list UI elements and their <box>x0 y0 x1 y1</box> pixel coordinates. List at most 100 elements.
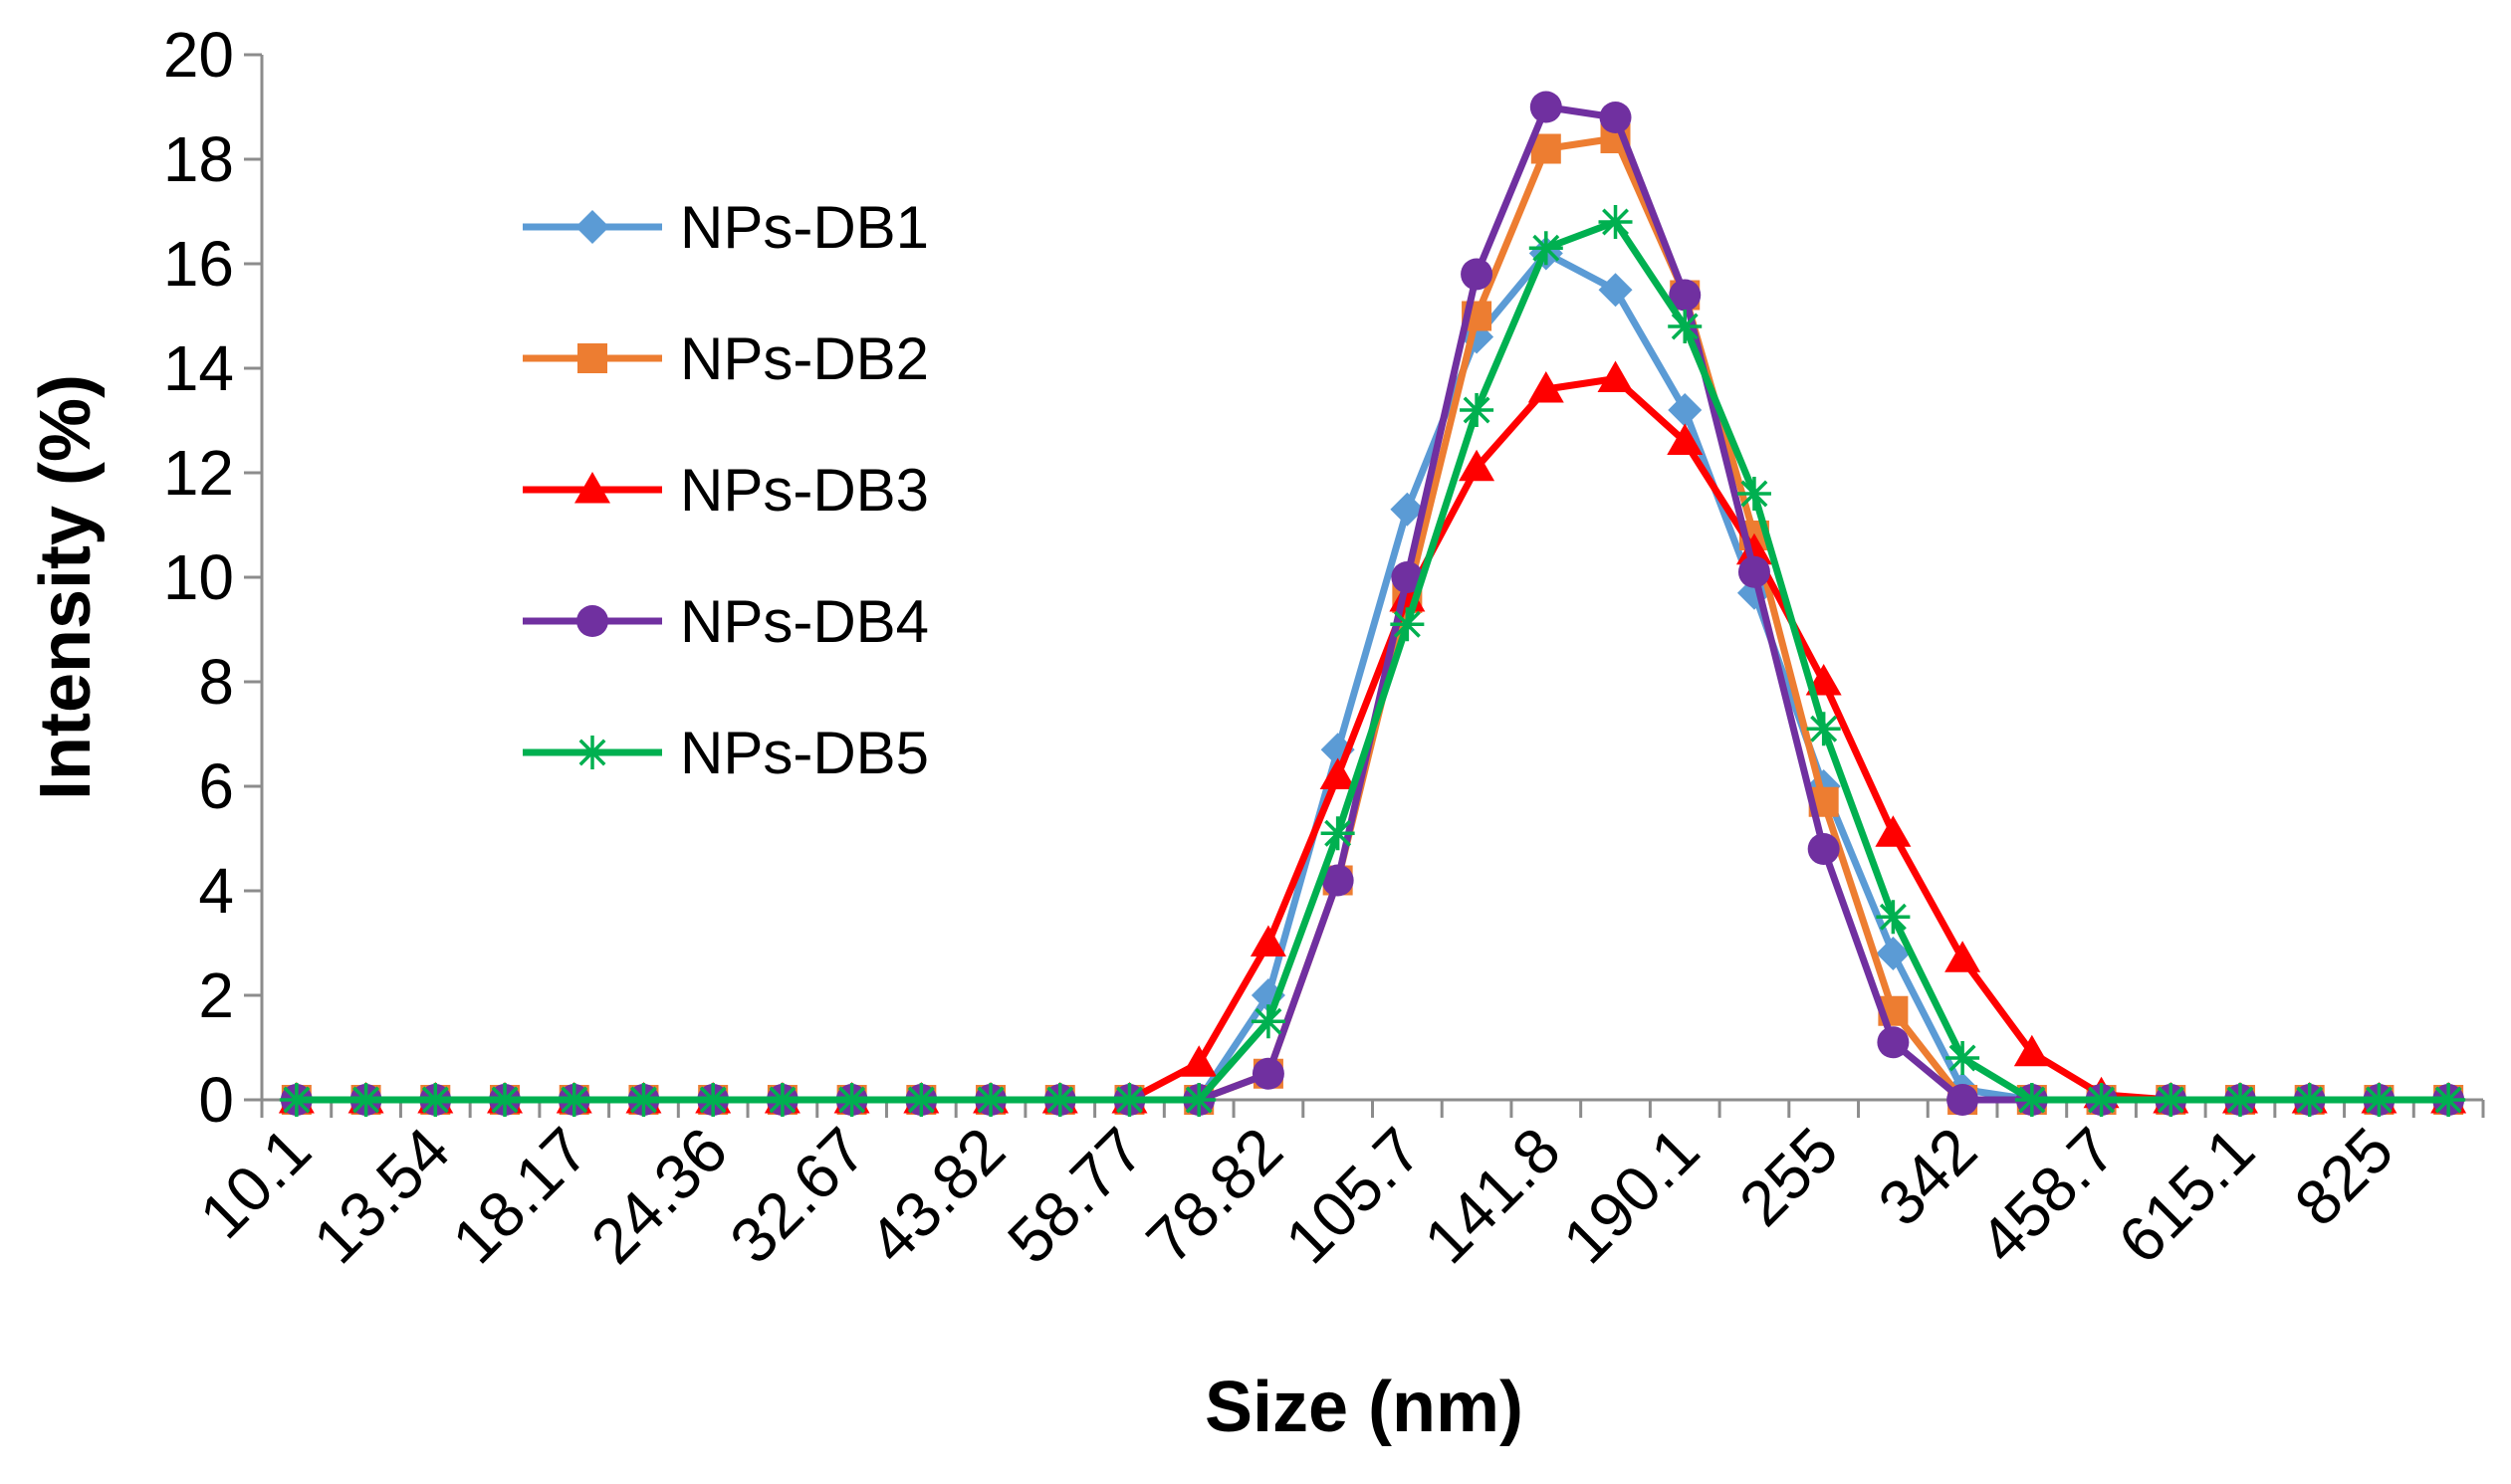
data-point <box>1667 423 1704 455</box>
data-point <box>1877 1026 1910 1059</box>
data-point <box>1527 371 1564 403</box>
data-point <box>557 1083 591 1117</box>
y-tick-label: 10 <box>163 541 234 613</box>
legend-item: NPs-DB4 <box>523 588 929 655</box>
y-axis-title: Intensity (%) <box>26 374 106 800</box>
x-tick-label: 43.82 <box>855 1114 1019 1277</box>
data-point <box>1459 449 1495 482</box>
data-point <box>1669 279 1702 312</box>
data-point <box>1529 91 1562 123</box>
data-point <box>1319 757 1356 789</box>
y-tick-label: 0 <box>198 1064 234 1136</box>
y-tick-label: 20 <box>163 19 234 91</box>
series-line <box>296 250 2449 1104</box>
data-point <box>696 1083 731 1117</box>
data-point <box>1946 1084 1979 1116</box>
data-point <box>1597 360 1634 392</box>
y-tick-label: 4 <box>198 855 234 927</box>
data-point <box>2154 1083 2188 1117</box>
data-point <box>1181 1045 1218 1077</box>
x-tick-label: 32.67 <box>716 1114 879 1277</box>
x-tick-label: 58.77 <box>994 1114 1157 1277</box>
legend-item: NPs-DB3 <box>523 457 929 524</box>
data-point <box>1320 816 1355 851</box>
series-line <box>296 218 2449 1104</box>
data-point <box>418 1083 453 1117</box>
y-tick-label: 2 <box>198 959 234 1031</box>
data-point <box>765 1083 799 1117</box>
data-point <box>1737 555 1770 588</box>
legend-label: NPs-DB4 <box>680 588 929 655</box>
data-point <box>1251 1004 1285 1039</box>
y-tick-label: 18 <box>163 123 234 195</box>
data-point <box>1735 532 1772 565</box>
data-point <box>1598 273 1633 308</box>
data-point <box>1461 258 1493 291</box>
x-tick-label: 78.82 <box>1133 1114 1296 1277</box>
data-point <box>1807 833 1840 865</box>
legend-marker <box>576 605 608 637</box>
legend: NPs-DB1 NPs-DB2 NPs-DB3 NPs-DB4 NPs-DB5 <box>523 194 929 786</box>
legend-item: NPs-DB1 <box>523 194 929 261</box>
x-tick-label: 615.1 <box>2105 1114 2268 1277</box>
data-point <box>1250 925 1286 956</box>
data-point <box>1599 102 1632 133</box>
series-layer <box>278 91 2467 1117</box>
data-point <box>1806 712 1841 746</box>
data-point <box>626 1083 661 1117</box>
legend-label: NPs-DB1 <box>680 194 929 261</box>
y-tick-label: 14 <box>163 332 234 404</box>
data-point <box>348 1083 383 1117</box>
x-tick-label: 825 <box>2281 1114 2406 1239</box>
data-point <box>1598 205 1633 239</box>
legend-marker <box>574 472 610 504</box>
x-tick-label: 24.36 <box>577 1114 741 1277</box>
data-point <box>1875 815 1912 847</box>
data-point <box>2292 1083 2327 1117</box>
x-tick-label: 141.8 <box>1411 1114 1574 1277</box>
data-point <box>834 1083 869 1117</box>
data-point <box>1528 231 1563 266</box>
data-point <box>1668 393 1703 427</box>
data-point <box>1390 607 1425 642</box>
data-point <box>1668 310 1703 343</box>
legend-item: NPs-DB2 <box>523 325 929 392</box>
x-tick-label: 18.17 <box>438 1114 601 1277</box>
data-point <box>2014 1083 2049 1117</box>
data-point <box>2013 1034 2050 1067</box>
data-point <box>1112 1083 1147 1117</box>
legend-item: NPs-DB5 <box>523 720 929 786</box>
x-tick-label: 13.54 <box>300 1114 463 1277</box>
data-point <box>1390 492 1425 527</box>
x-axis-title: Size (nm) <box>1205 1368 1523 1447</box>
data-point <box>1042 1083 1077 1117</box>
y-tick-label: 6 <box>198 750 234 822</box>
data-point <box>1945 1041 1980 1075</box>
data-point <box>2222 1083 2257 1117</box>
x-tick-label: 105.7 <box>1271 1114 1435 1277</box>
data-point <box>1876 937 1911 970</box>
series-line <box>296 104 2449 1104</box>
legend-label: NPs-DB2 <box>680 325 929 392</box>
series-NPs-DB1 <box>279 236 2466 1117</box>
y-tick-label: 16 <box>163 228 234 300</box>
data-point <box>488 1083 523 1117</box>
data-point <box>1391 561 1424 593</box>
data-point <box>1736 477 1771 511</box>
data-point <box>1321 864 1354 897</box>
legend-label: NPs-DB3 <box>680 457 929 524</box>
legend-label: NPs-DB5 <box>680 720 929 786</box>
data-point <box>1252 1057 1284 1090</box>
data-point <box>2362 1083 2397 1117</box>
y-tick-label: 12 <box>163 437 234 509</box>
series-NPs-DB5 <box>279 205 2466 1117</box>
legend-marker <box>577 343 607 373</box>
data-point <box>1182 1083 1217 1117</box>
data-point <box>279 1083 314 1117</box>
data-point <box>1460 393 1494 427</box>
legend-marker <box>575 736 609 769</box>
data-point <box>904 1083 939 1117</box>
data-point <box>1944 941 1981 972</box>
data-point <box>974 1083 1009 1117</box>
